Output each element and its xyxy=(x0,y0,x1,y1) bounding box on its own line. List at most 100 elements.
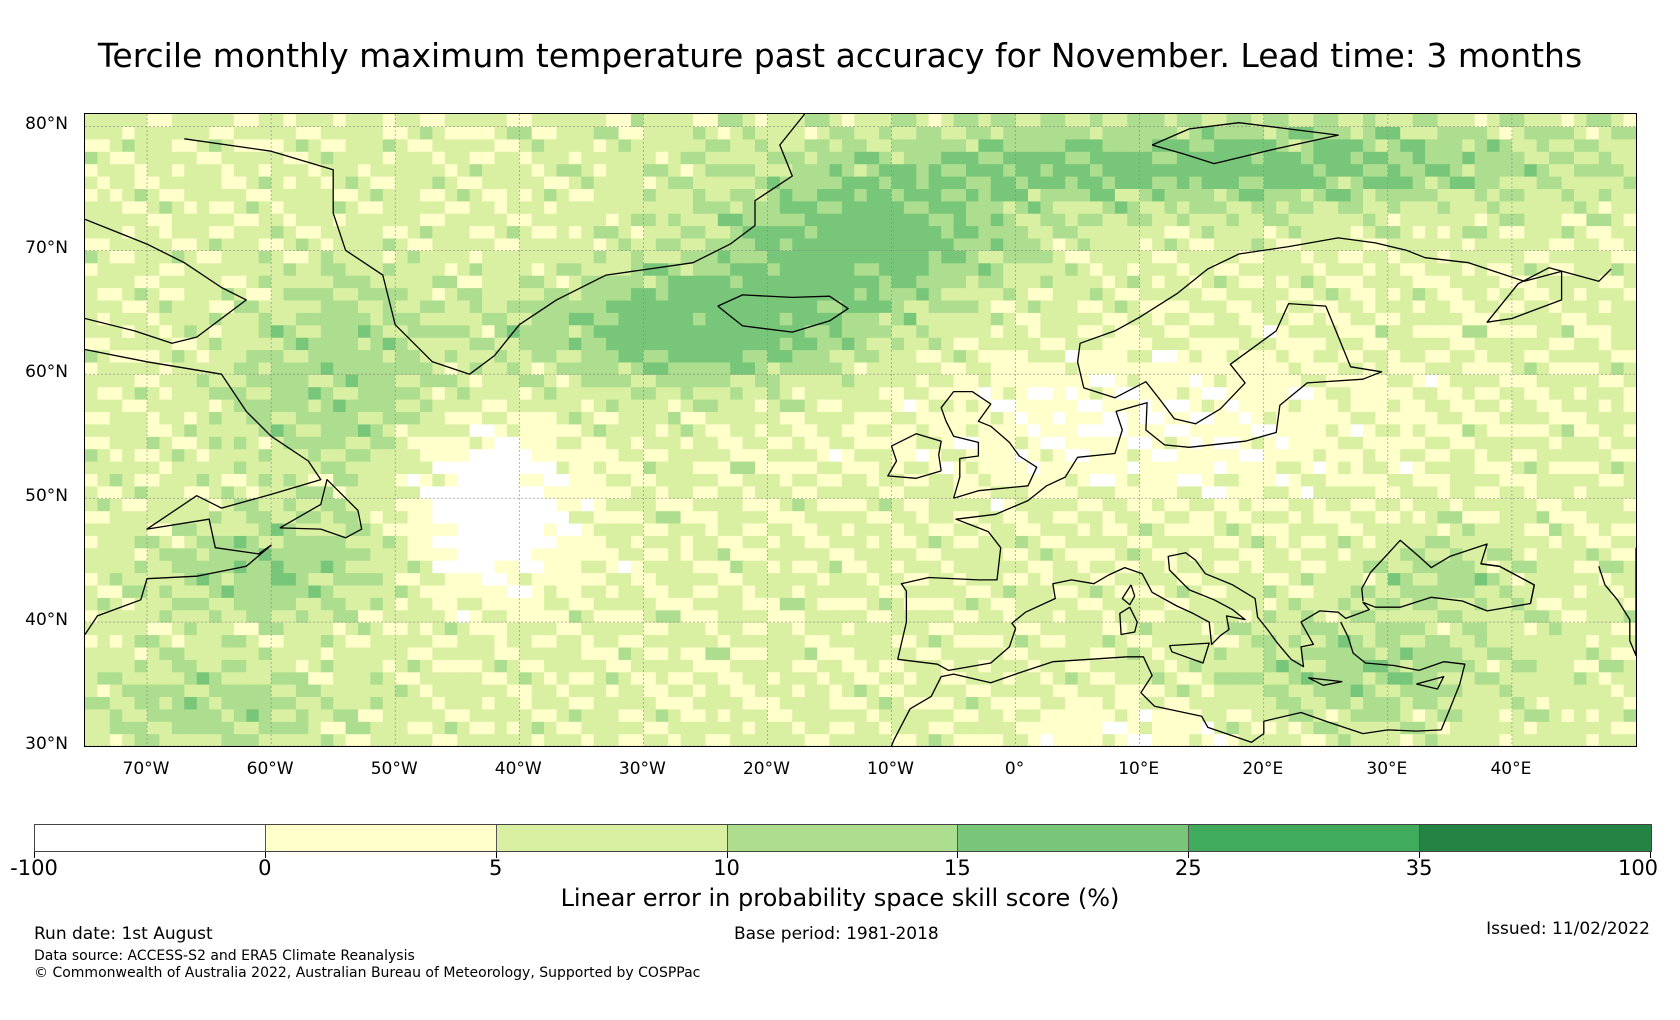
skill-cell xyxy=(593,498,607,512)
skill-cell xyxy=(631,560,644,574)
skill-cell xyxy=(544,287,558,301)
skill-cell xyxy=(717,287,731,301)
skill-cell xyxy=(1201,386,1215,400)
skill-cell xyxy=(1313,386,1327,400)
skill-cell xyxy=(1325,349,1339,363)
skill-cell xyxy=(147,671,160,685)
skill-cell xyxy=(1499,609,1513,623)
skill-cell xyxy=(928,361,942,375)
skill-cell xyxy=(1189,423,1203,437)
skill-cell xyxy=(1065,522,1079,536)
skill-cell xyxy=(841,287,855,301)
skill-cell xyxy=(581,436,595,450)
skill-cell xyxy=(1338,622,1352,636)
skill-cell xyxy=(1325,262,1339,276)
skill-cell xyxy=(978,250,992,264)
skill-cell xyxy=(184,250,198,264)
skill-cell xyxy=(1462,684,1476,697)
skill-cell xyxy=(1176,312,1190,326)
skill-cell xyxy=(1040,361,1054,375)
skill-cell xyxy=(469,287,483,301)
skill-cell xyxy=(990,646,1004,660)
skill-cell xyxy=(1152,436,1166,450)
skill-cell xyxy=(1276,684,1290,697)
skill-cell xyxy=(742,423,756,437)
skill-cell xyxy=(792,361,806,375)
skill-cell xyxy=(903,312,917,326)
skill-cell xyxy=(953,510,967,524)
skill-cell xyxy=(1561,275,1575,289)
skill-cell xyxy=(792,634,806,648)
skill-cell xyxy=(841,337,855,351)
skill-cell xyxy=(358,349,371,363)
skill-cell xyxy=(1288,609,1302,623)
skill-cell xyxy=(966,684,979,697)
skill-cell xyxy=(420,622,433,636)
skill-cell xyxy=(482,374,496,388)
skill-cell xyxy=(333,411,347,425)
skill-cell xyxy=(1052,262,1066,276)
skill-cell xyxy=(358,299,371,313)
skill-cell xyxy=(1139,535,1153,549)
skill-cell xyxy=(333,634,347,648)
skill-cell xyxy=(606,659,620,673)
skill-cell xyxy=(1176,510,1190,524)
skill-cell xyxy=(767,436,781,450)
skill-cell xyxy=(258,696,272,710)
skill-cell xyxy=(556,361,570,375)
skill-cell xyxy=(978,733,992,746)
skill-cell xyxy=(1623,349,1636,363)
skill-cell xyxy=(1288,708,1302,722)
skill-cell xyxy=(308,634,322,648)
skill-cell xyxy=(134,498,148,512)
skill-cell xyxy=(1611,522,1625,536)
skill-cell xyxy=(1028,361,1041,375)
skill-cell xyxy=(730,473,744,487)
skill-cell xyxy=(1313,584,1327,598)
skill-cell xyxy=(1077,473,1091,487)
skill-cell xyxy=(109,374,123,388)
skill-cell xyxy=(1412,349,1426,363)
skill-cell xyxy=(1325,324,1339,338)
skill-cell xyxy=(519,386,533,400)
skill-cell xyxy=(1263,250,1277,264)
skill-cell xyxy=(134,634,148,648)
skill-cell xyxy=(1152,386,1166,400)
skill-cell xyxy=(531,671,545,685)
skill-cell xyxy=(1487,299,1501,313)
skill-cell xyxy=(382,461,396,474)
skill-cell xyxy=(1263,275,1277,289)
skill-cell xyxy=(1152,560,1166,574)
skill-cell xyxy=(246,349,260,363)
skill-cell xyxy=(283,721,297,735)
skill-cell xyxy=(1536,547,1550,561)
skill-cell xyxy=(804,684,818,697)
skill-cell xyxy=(556,684,570,697)
skill-cell xyxy=(320,324,334,338)
skill-cell xyxy=(742,485,756,499)
skill-cell xyxy=(1028,609,1041,623)
skill-cell xyxy=(1003,522,1017,536)
skill-cell xyxy=(1474,423,1488,437)
skill-cell xyxy=(866,275,880,289)
skill-cell xyxy=(1325,461,1339,474)
skill-cell xyxy=(295,436,309,450)
skill-cell xyxy=(1152,262,1166,276)
skill-cell xyxy=(1462,324,1476,338)
skill-cell xyxy=(184,560,198,574)
skill-cell xyxy=(1028,250,1041,264)
skill-cell xyxy=(1437,473,1451,487)
skill-cell xyxy=(97,436,111,450)
skill-cell xyxy=(283,250,297,264)
skill-cell xyxy=(680,399,694,412)
skill-cell xyxy=(97,510,111,524)
skill-cell xyxy=(593,250,607,264)
skill-cell xyxy=(1238,461,1252,474)
skill-cell xyxy=(1176,522,1190,536)
skill-cell xyxy=(1127,622,1141,636)
skill-cell xyxy=(804,547,818,561)
skill-cell xyxy=(581,312,595,326)
skill-cell xyxy=(506,547,520,561)
skill-cell xyxy=(1524,250,1538,264)
skill-cell xyxy=(308,337,322,351)
